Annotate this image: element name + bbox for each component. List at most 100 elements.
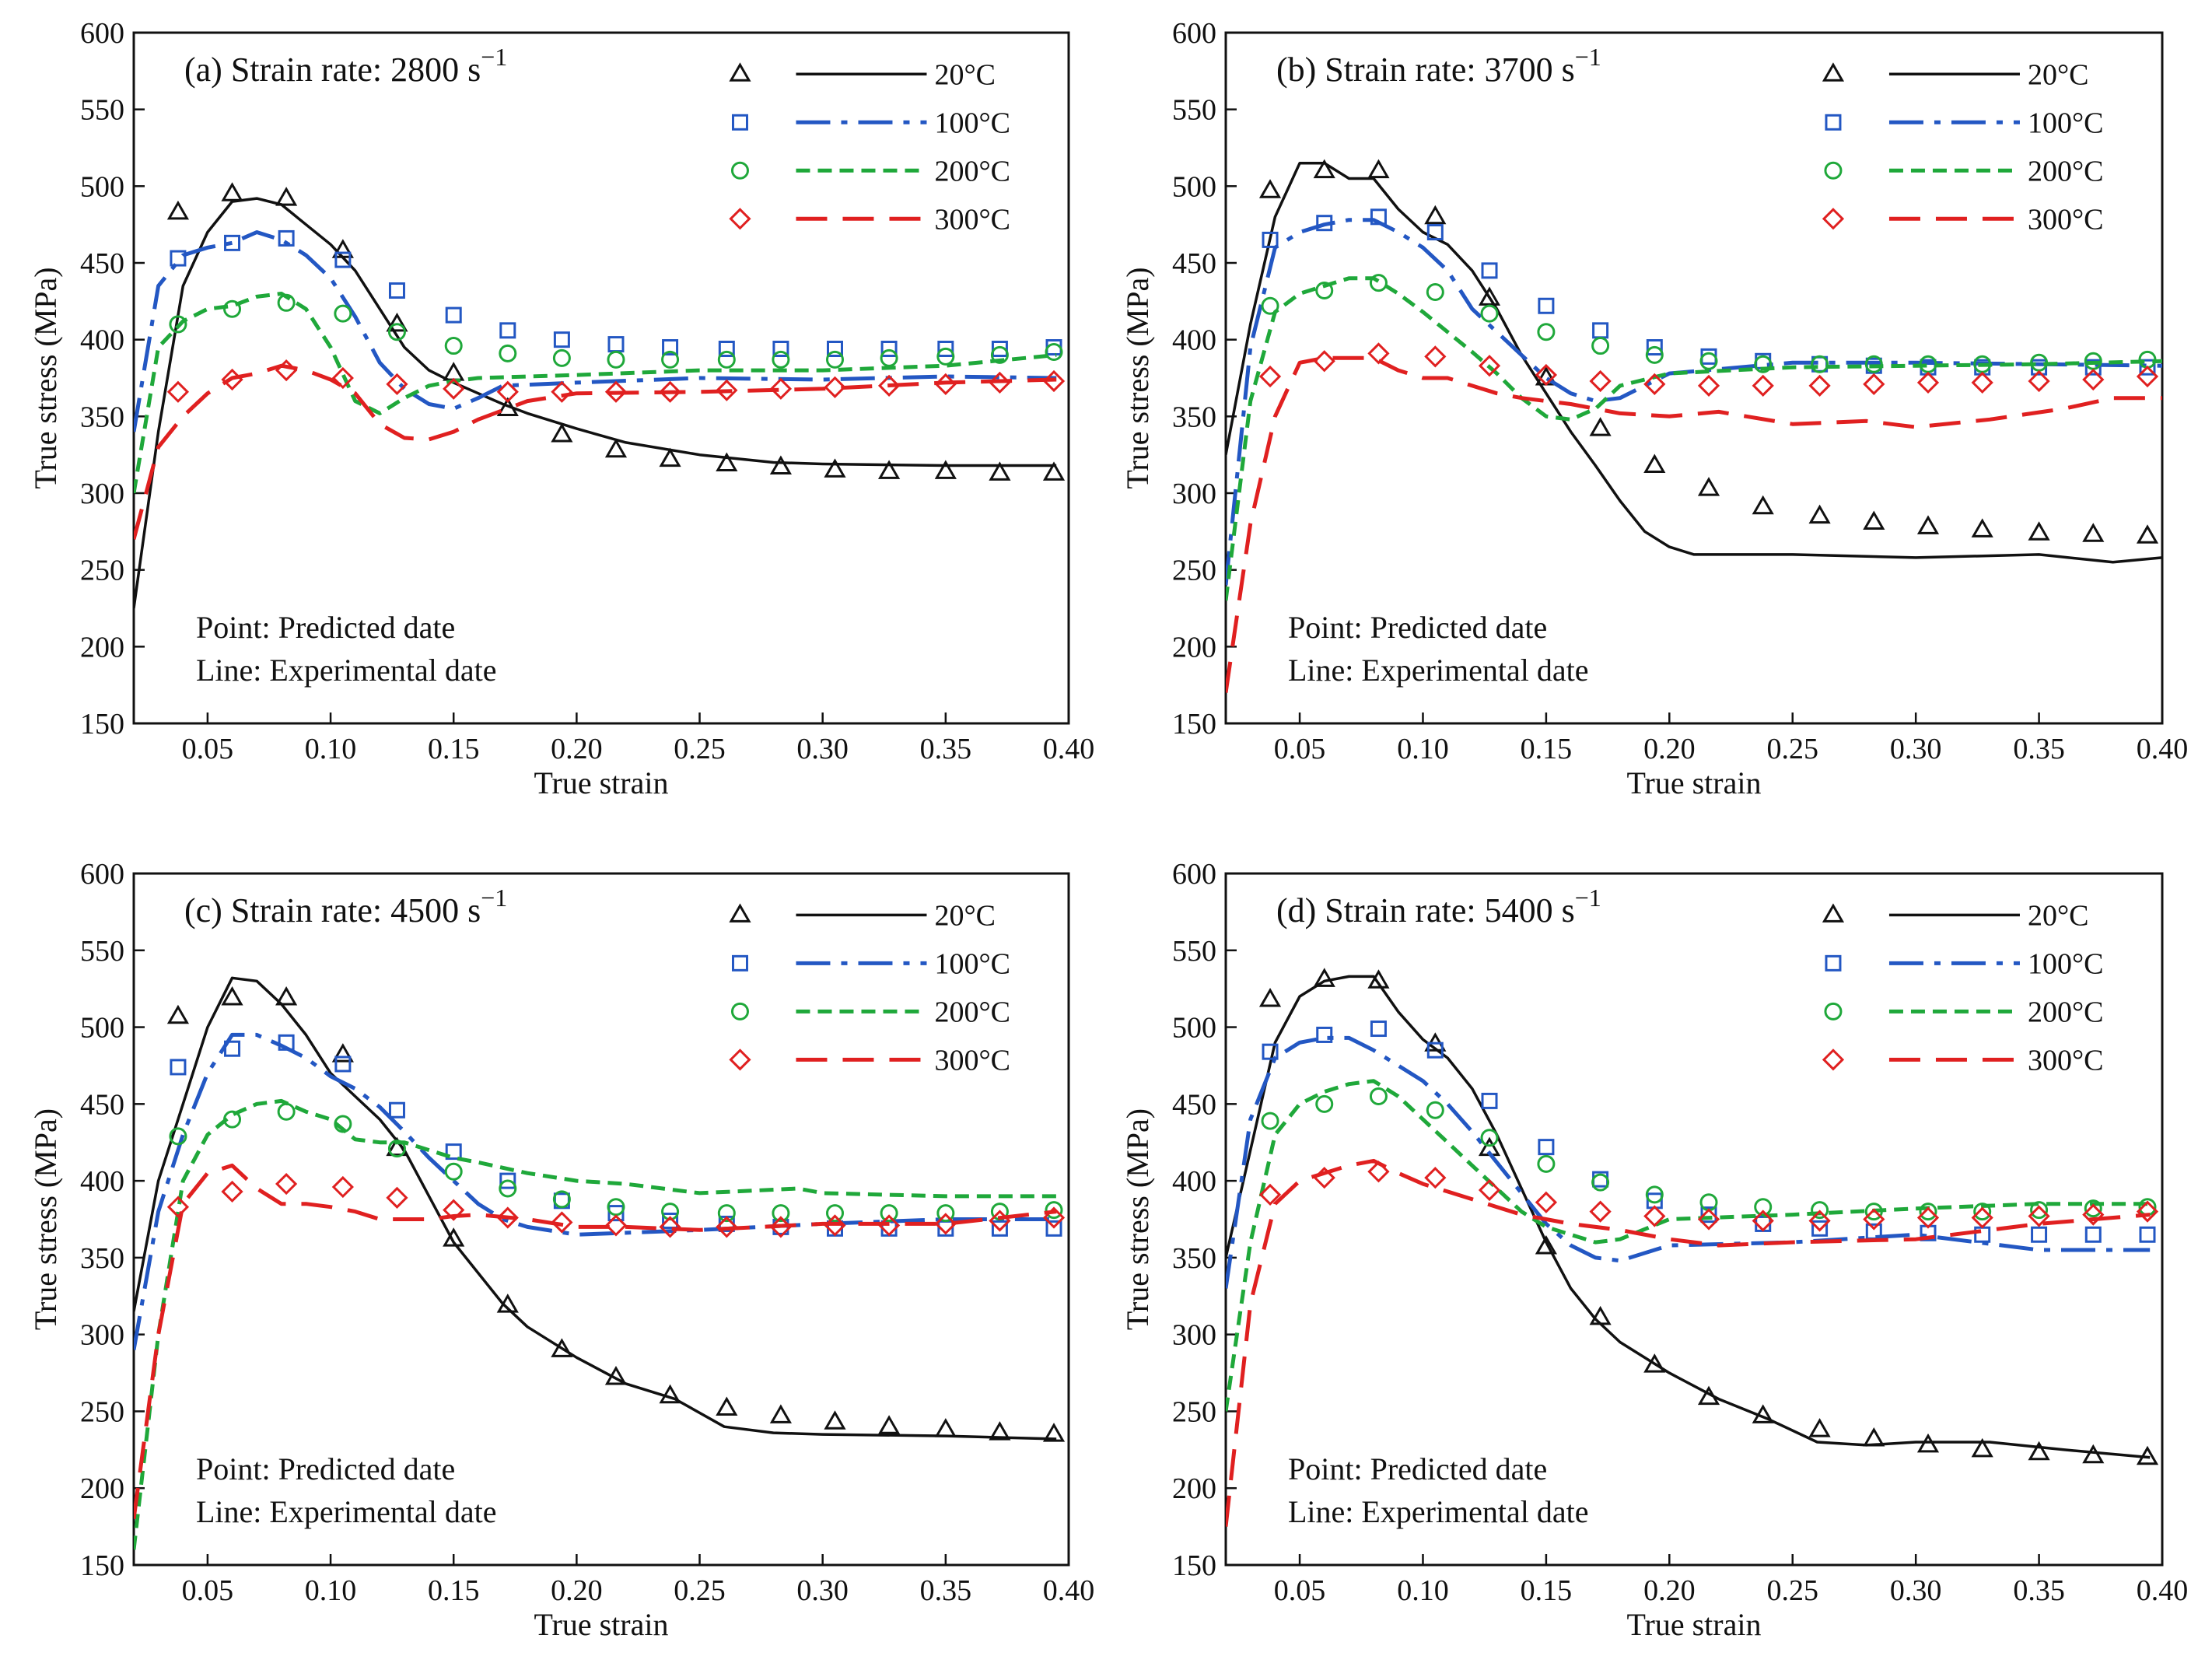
marker-diamond [1478,1178,1501,1202]
plot-area [1226,159,2162,693]
legend: 20°C 100°C 200°C 300°C [1822,899,2104,1077]
marker-circle [1591,337,1610,355]
marker-diamond [989,1210,1011,1232]
marker-circle [169,315,187,334]
series-line-20C [134,197,1057,609]
y-tick-label: 150 [80,708,124,740]
marker-diamond [824,376,846,398]
marker-circle [169,1127,187,1146]
y-tick-label: 250 [1172,555,1216,587]
marker-diamond [1313,350,1335,373]
marker-triangle [1643,453,1666,473]
marker-triangle [1863,510,1885,530]
marker-square [662,1212,679,1229]
marker-square [880,341,898,358]
marker-triangle [1971,518,1993,537]
marker-triangle [2136,524,2159,544]
y-tick-label: 400 [1172,1165,1216,1198]
marker-diamond [1367,1161,1390,1183]
marker-triangle [824,458,846,478]
marker-circle [1480,1129,1499,1147]
x-tick-label: 0.35 [920,1574,972,1607]
marker-square [772,341,789,358]
marker-diamond [1863,1208,1885,1231]
marker-diamond [1042,1206,1066,1229]
marker-diamond [275,1172,298,1196]
marker-triangle [1822,903,1845,923]
marker-triangle [877,1415,901,1434]
marker-triangle [716,452,738,472]
y-tick-label: 500 [80,170,124,203]
marker-square [1700,1206,1717,1224]
x-tick-label: 0.10 [305,733,357,765]
plot-area [1226,968,2159,1527]
legend-label: 100°C [934,107,1010,139]
y-tick-label: 550 [1172,935,1216,968]
marker-diamond [2028,369,2050,393]
marker-circle [552,1190,571,1209]
legend-label: 100°C [2028,947,2104,980]
y-tick-label: 300 [1172,478,1216,510]
marker-square [445,306,462,324]
marker-diamond [551,380,573,403]
y-tick-label: 200 [1172,631,1216,663]
marker-diamond [1697,1208,1720,1231]
marker-circle [1591,1173,1610,1192]
legend: 20°C 100°C 200°C 300°C [729,899,1010,1077]
marker-circle [1754,355,1773,373]
marker-square [731,954,748,972]
marker-square [2031,1226,2048,1243]
marker-diamond [1258,365,1282,388]
marker-triangle [729,62,751,82]
marker-square [1646,339,1663,356]
marker-diamond [166,1196,190,1218]
marker-circle [1426,282,1444,301]
marker-diamond [877,374,901,397]
marker-square [718,341,735,358]
y-tick-label: 400 [1172,324,1216,357]
marker-circle [552,348,571,367]
y-tick-label: 500 [80,1012,124,1045]
y-tick-label: 350 [80,401,124,433]
marker-diamond [1863,373,1885,396]
marker-circle [499,344,517,362]
marker-triangle [934,460,957,479]
marker-triangle [659,1384,681,1404]
legend-label: 300°C [2028,203,2104,236]
marker-diamond [1916,1206,1940,1229]
marker-square [1481,262,1498,279]
marker-circle [1045,1201,1063,1220]
marker-triangle [1478,286,1501,306]
marker-circle [223,299,242,318]
marker-diamond [1535,1191,1558,1213]
marker-diamond [2082,1203,2105,1226]
marker-triangle [1424,205,1447,225]
marker-square [388,282,405,299]
x-tick-label: 0.25 [1766,1574,1818,1607]
marker-triangle [1589,1305,1612,1325]
marker-circle [1824,161,1843,180]
marker-triangle [604,1365,628,1385]
y-tick-label: 550 [80,94,124,127]
panel-title-main: (c) Strain rate: 4500 s [184,891,481,930]
marker-triangle [1589,417,1612,436]
marker-circle [607,350,625,369]
x-tick-label: 0.10 [1397,1574,1449,1607]
marker-square [1825,114,1842,131]
marker-circle [772,1204,790,1223]
panel-title-main: (a) Strain rate: 2800 s [184,51,481,89]
panel-title-superscript: −1 [481,43,507,71]
panel-c: 150 200 250 300 350 400 450 500 550 600 0.05 0.10 0.… [28,858,1094,1642]
x-tick-label: 0.40 [2137,1574,2189,1607]
x-tick-label: 0.05 [1274,1574,1326,1607]
marker-diamond [2136,1200,2159,1223]
marker-diamond [1971,1206,1993,1229]
plot-area [134,182,1066,609]
marker-square [170,1059,187,1076]
marker-square [278,1034,295,1051]
marker-triangle [1313,159,1335,179]
marker-diamond [1367,342,1390,365]
marker-diamond [1808,374,1831,397]
marker-square [731,114,748,131]
panel-title-superscript: −1 [481,884,507,912]
